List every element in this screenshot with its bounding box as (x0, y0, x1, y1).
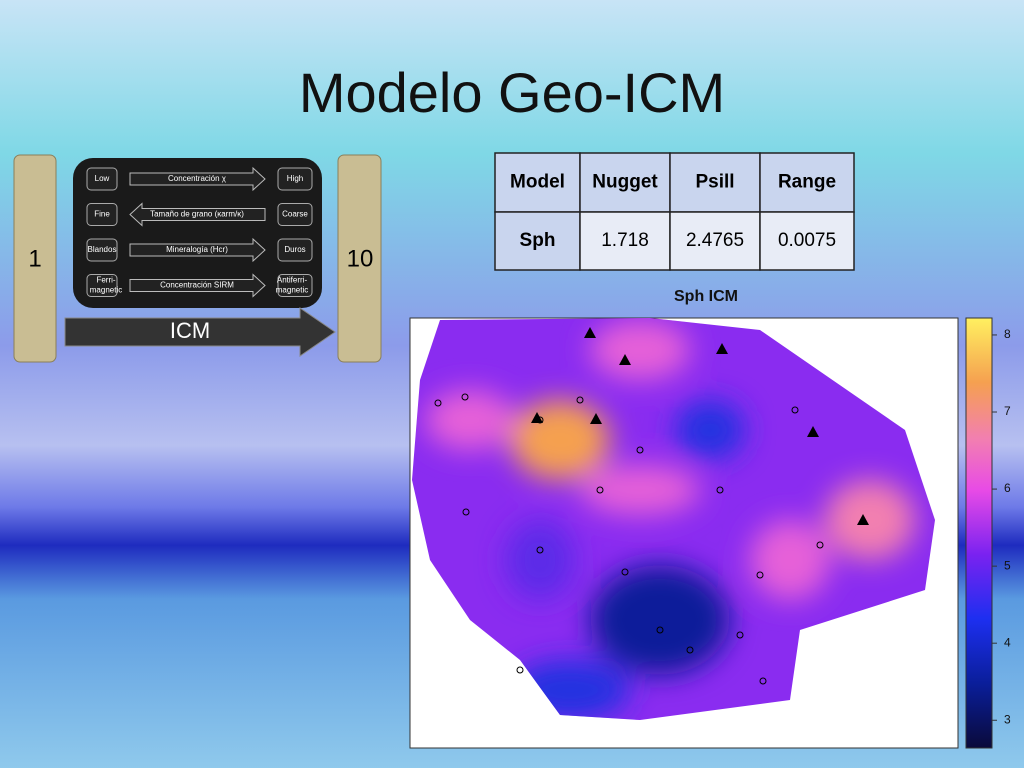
diagram-arrow (129, 202, 266, 227)
table-cell (759, 211, 855, 271)
map-title: Sph ICM (674, 288, 738, 305)
diagram-middle: Concentración SIRM (160, 281, 234, 290)
diagram-cell (277, 238, 313, 262)
table-cell (579, 211, 671, 271)
diagram-middle: Tamaño de grano (κarm/κ) (150, 210, 244, 219)
colorbar-axis: 3 4 5 6 7 8 (992, 327, 1011, 726)
diagram-right: High (287, 174, 303, 183)
diagram-cell (86, 167, 118, 191)
sample-points (434, 393, 824, 685)
diagram: Concentración χ Low High Tamaño de grano (κ… (86, 166, 313, 298)
slide-title: Modelo Geo-ICM (299, 61, 725, 124)
diagram-right: Antiferri-magnetic (276, 276, 308, 295)
diagram-left: Blandos (88, 245, 117, 254)
diagram-cell (86, 203, 118, 226)
table-header: Psill (695, 172, 734, 193)
diagram-left: Ferri-magnetic (90, 276, 122, 295)
colorbar-tick-label: 6 (1004, 481, 1011, 495)
scale-high: 10 (347, 245, 374, 272)
diagram-cell (277, 274, 313, 297)
colorbar-tick-label: 4 (1004, 635, 1011, 649)
diagram-left: Fine (94, 210, 110, 219)
scale-pillar (13, 154, 57, 363)
table: Model Nugget Psill Range Sph 1.718 2.4765 0.007… (494, 152, 855, 271)
scale-pillar (337, 154, 382, 363)
diagram-cell (86, 274, 118, 297)
diagram-box (73, 158, 322, 308)
diagram-left: Low (95, 174, 110, 183)
colorbar-tick-label: 5 (1004, 558, 1011, 572)
table-cell (579, 152, 671, 213)
triangles (531, 327, 869, 525)
table-cell (669, 211, 761, 271)
table-value: 0.0075 (778, 230, 836, 251)
colorbar-tick-label: 3 (1004, 712, 1011, 726)
icm-label: ICM (170, 318, 210, 343)
colorbar-tick-label: 7 (1004, 404, 1011, 418)
diagram-middle: Concentración χ (168, 174, 227, 183)
colorbar (965, 317, 993, 749)
diagram-arrow (129, 166, 266, 192)
scale-low: 1 (28, 245, 41, 272)
diagram-arrow (129, 273, 266, 298)
icm-arrow (64, 307, 336, 357)
diagram-right: Coarse (282, 210, 308, 219)
diagram-middle: Mineralogía (Hcr) (166, 245, 228, 254)
table-header: Model (510, 172, 565, 193)
diagram-cell (277, 167, 313, 191)
diagram-arrow (129, 237, 266, 263)
table-value: 1.718 (601, 230, 649, 251)
diagram-cell (86, 238, 118, 262)
table-value: 2.4765 (686, 230, 744, 251)
table-cell (759, 152, 855, 213)
diagram-cell (277, 203, 313, 226)
colorbar-tick-label: 8 (1004, 327, 1011, 341)
table-header: Range (778, 172, 836, 193)
table-cell (494, 211, 581, 271)
diagram-right: Duros (284, 245, 305, 254)
table-header: Nugget (592, 172, 658, 193)
table-value: Sph (520, 230, 556, 251)
